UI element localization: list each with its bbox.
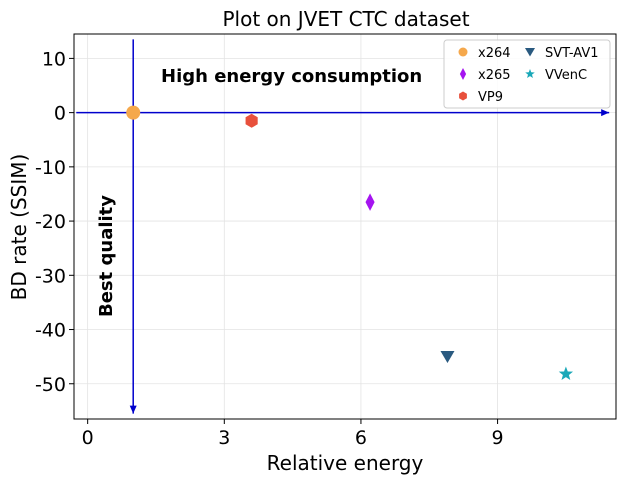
y-tick-label: -30 — [35, 265, 66, 287]
guide-arrow-head-1 — [601, 109, 610, 117]
x-tick-label: 3 — [218, 427, 230, 449]
point-x265 — [365, 193, 375, 211]
point-vp9 — [245, 113, 258, 128]
annotation-best-quality: Best quality — [96, 195, 117, 317]
x-tick-label: 0 — [82, 427, 94, 449]
x-tick-label: 6 — [355, 427, 367, 449]
data-points — [126, 105, 574, 381]
axis-ticks: 0 3 6 9 10 0 -10 -20 -30 -40 -50 — [35, 48, 504, 449]
annotation-high-energy-consumption: High energy consumption — [161, 66, 422, 87]
legend-marker-x264 — [458, 47, 468, 57]
point-x264 — [126, 105, 141, 120]
legend-box — [443, 39, 611, 109]
annotations: High energy consumption Best quality — [96, 66, 422, 317]
y-axis-label: BD rate (SSIM) — [7, 154, 31, 301]
legend-label-svt-av1: SVT-AV1 — [545, 46, 599, 61]
legend-label-vp9: VP9 — [478, 90, 503, 105]
legend-marker-vp9 — [459, 91, 467, 101]
point-svt-av1 — [440, 351, 455, 363]
legend-marker-vvenc — [525, 69, 535, 79]
legend-marker-svt-av1 — [525, 48, 535, 57]
legend-marker-x265 — [459, 68, 467, 80]
guide-arrows — [76, 39, 610, 414]
y-tick-label: -50 — [35, 374, 66, 396]
legend-label-vvenc: VVenC — [545, 68, 587, 83]
legend: x264 x265 VP9 SVT-AV1 VVenC — [443, 39, 611, 109]
x-axis-label: Relative energy — [267, 451, 424, 475]
guide-arrow-head-2 — [129, 405, 137, 414]
y-tick-label: 0 — [54, 103, 66, 125]
plot-frame — [73, 33, 617, 420]
y-tick-label: -40 — [35, 320, 66, 342]
point-vvenc — [558, 366, 574, 381]
y-tick-label: 10 — [42, 48, 66, 70]
chart-title: Plot on JVET CTC dataset — [222, 7, 469, 31]
legend-label-x265: x265 — [478, 68, 511, 83]
y-tick-label: -20 — [35, 211, 66, 233]
y-tick-label: -10 — [35, 157, 66, 179]
x-tick-label: 9 — [492, 427, 504, 449]
legend-label-x264: x264 — [478, 46, 511, 61]
